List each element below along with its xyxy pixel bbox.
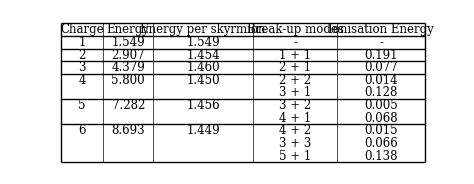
Text: Energy per skyrmion: Energy per skyrmion bbox=[140, 23, 266, 36]
Text: 8.693: 8.693 bbox=[111, 124, 145, 137]
Text: 1 + 1: 1 + 1 bbox=[279, 49, 311, 62]
Text: 1.549: 1.549 bbox=[111, 36, 145, 49]
Text: 0.014: 0.014 bbox=[364, 74, 398, 87]
Text: -: - bbox=[293, 36, 297, 49]
Text: 0.066: 0.066 bbox=[364, 137, 398, 150]
Text: 3 + 2: 3 + 2 bbox=[279, 99, 311, 112]
Text: 4.379: 4.379 bbox=[111, 61, 145, 74]
Text: 3 + 3: 3 + 3 bbox=[279, 137, 311, 150]
Text: 2 + 2: 2 + 2 bbox=[279, 74, 311, 87]
Text: 1.549: 1.549 bbox=[186, 36, 220, 49]
Text: 6: 6 bbox=[78, 124, 86, 137]
Text: Energy: Energy bbox=[107, 23, 150, 36]
Text: 3: 3 bbox=[78, 61, 86, 74]
Text: 0.138: 0.138 bbox=[365, 150, 398, 162]
Text: 0.191: 0.191 bbox=[365, 49, 398, 62]
Text: 0.077: 0.077 bbox=[364, 61, 398, 74]
Text: 5.800: 5.800 bbox=[111, 74, 145, 87]
Text: 0.068: 0.068 bbox=[364, 112, 398, 125]
Text: 1.449: 1.449 bbox=[186, 124, 220, 137]
Text: 5: 5 bbox=[78, 99, 86, 112]
Text: 1.460: 1.460 bbox=[186, 61, 220, 74]
Text: Ionisation Energy: Ionisation Energy bbox=[328, 23, 434, 36]
Text: 2.907: 2.907 bbox=[111, 49, 145, 62]
Text: 3 + 1: 3 + 1 bbox=[279, 86, 311, 99]
Text: 2: 2 bbox=[79, 49, 86, 62]
Text: 5 + 1: 5 + 1 bbox=[279, 150, 311, 162]
Text: 4 + 1: 4 + 1 bbox=[279, 112, 311, 125]
Text: 1.456: 1.456 bbox=[186, 99, 220, 112]
Text: 1.450: 1.450 bbox=[186, 74, 220, 87]
Text: Break-up modes: Break-up modes bbox=[246, 23, 344, 36]
Text: 1: 1 bbox=[79, 36, 86, 49]
Text: 0.015: 0.015 bbox=[364, 124, 398, 137]
Text: 2 + 1: 2 + 1 bbox=[279, 61, 311, 74]
Text: -: - bbox=[379, 36, 383, 49]
Text: Charge: Charge bbox=[60, 23, 104, 36]
Text: 0.128: 0.128 bbox=[365, 86, 398, 99]
Text: 4: 4 bbox=[78, 74, 86, 87]
Text: 7.282: 7.282 bbox=[111, 99, 145, 112]
Text: 1.454: 1.454 bbox=[186, 49, 220, 62]
Text: 4 + 2: 4 + 2 bbox=[279, 124, 311, 137]
Text: 0.005: 0.005 bbox=[364, 99, 398, 112]
